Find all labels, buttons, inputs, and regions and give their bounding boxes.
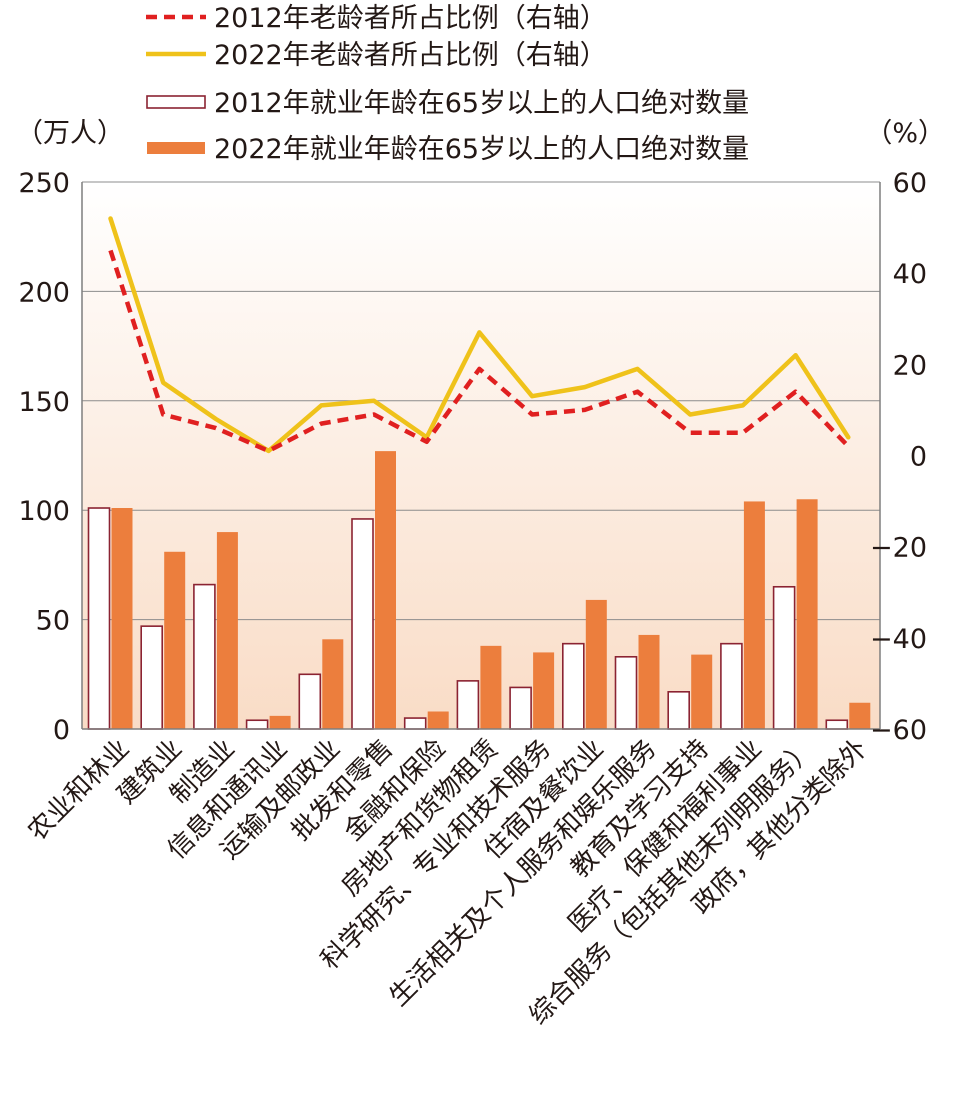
bar-2012-1 — [87, 507, 111, 730]
legend-label: 2012年老龄者所占比例（右轴） — [214, 3, 607, 34]
bar-2012-3 — [193, 583, 216, 730]
right-tick-label: −40 — [870, 624, 927, 655]
right-tick-label: 0 — [910, 442, 927, 473]
left-tick-label: 250 — [18, 168, 70, 199]
right-tick-label: −60 — [870, 715, 927, 746]
bar-2012-12 — [667, 691, 691, 730]
axis-units: （万人） （%） — [16, 118, 945, 149]
bar-2022-6 — [375, 451, 396, 729]
legend-swatch — [146, 95, 206, 109]
bar-2012-11 — [614, 655, 638, 730]
legend-item-3: 2012年就业年龄在65岁以上的人口绝对数量 — [146, 88, 749, 119]
left-tick-label: 100 — [18, 496, 70, 527]
category-labels: 农业和林业建筑业制造业信息和通讯业运输及邮政业批发和零售金融和保险房地产和货物租… — [22, 734, 873, 1031]
axes — [81, 182, 881, 730]
left-axis-unit: （万人） — [16, 118, 124, 149]
bar-2012-10 — [561, 642, 585, 730]
bar-2012-8 — [456, 680, 480, 730]
bar-2022-11 — [638, 634, 660, 729]
bar-2022-7 — [427, 711, 449, 729]
left-tick-label: 0 — [53, 715, 70, 746]
bar-2022-5 — [322, 639, 344, 729]
bar-2022-9 — [533, 652, 555, 729]
legend-label: 2022年老龄者所占比例（右轴） — [214, 40, 607, 71]
bar-2022-10 — [585, 599, 607, 729]
bar-2022-4 — [269, 715, 291, 729]
legend-label: 2012年就业年龄在65岁以上的人口绝对数量 — [214, 88, 749, 119]
bar-2012-9 — [509, 686, 532, 730]
bar-2022-13 — [743, 501, 765, 729]
bar-2022-2 — [164, 551, 186, 729]
legend: 2012年老龄者所占比例（右轴） 2022年老龄者所占比例（右轴） 2012年就业年… — [146, 3, 749, 165]
right-axis-unit: （%） — [865, 118, 945, 149]
bar-2012-5 — [298, 673, 322, 730]
bar-2022-8 — [480, 645, 502, 729]
right-tick-label: 40 — [893, 259, 927, 290]
lines — [108, 216, 851, 454]
bar-2022-15 — [849, 702, 871, 729]
left-tick-label: 150 — [18, 387, 70, 418]
bar-2022-12 — [691, 654, 713, 729]
bar-2012-7 — [403, 717, 427, 730]
left-axis-ticks: 0 50 100 150 200 250 — [18, 168, 70, 746]
bar-2012-2 — [140, 625, 163, 730]
legend-swatch — [147, 142, 205, 154]
legend-label: 2022年就业年龄在65岁以上的人口绝对数量 — [214, 134, 749, 165]
left-tick-label: 200 — [18, 277, 70, 308]
legend-item-4: 2022年就业年龄在65岁以上的人口绝对数量 — [147, 134, 749, 165]
right-axis-ticks: −60 −40 −20 0 20 40 60 — [870, 168, 927, 746]
right-tick-label: 60 — [893, 168, 927, 199]
line-2022-share — [108, 216, 851, 454]
right-tick-label: 20 — [893, 350, 927, 381]
bar-2022-1 — [111, 508, 133, 729]
bar-2022-14 — [796, 499, 818, 729]
bar-2012-13 — [720, 642, 743, 730]
right-tick-label: −20 — [870, 533, 927, 564]
bar-2012-15 — [825, 719, 849, 730]
legend-item-2: 2022年老龄者所占比例（右轴） — [146, 40, 607, 71]
left-tick-label: 50 — [36, 606, 70, 637]
bar-2012-4 — [245, 719, 269, 730]
bar-2012-14 — [772, 585, 796, 730]
bar-2012-6 — [351, 518, 374, 730]
legend-item-1: 2012年老龄者所占比例（右轴） — [146, 3, 607, 34]
bar-2022-3 — [216, 532, 238, 729]
line-2012-share — [108, 249, 850, 454]
